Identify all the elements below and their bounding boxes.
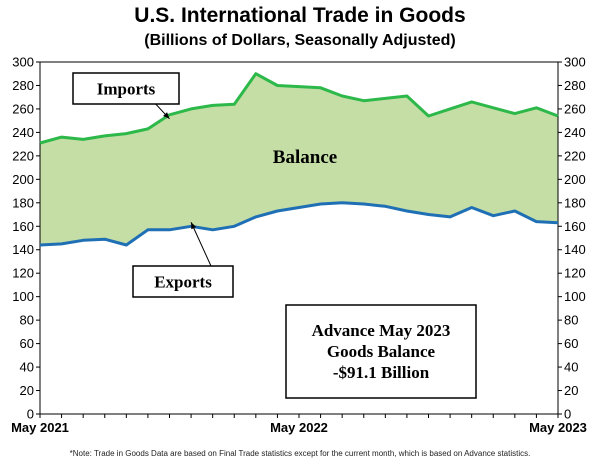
advance-summary-line: Goods Balance — [327, 342, 436, 361]
exports-leader-line — [190, 222, 212, 267]
y-tick-label-right: 0 — [564, 407, 571, 422]
y-tick-label-left: 300 — [12, 55, 34, 70]
y-tick-label-left: 200 — [12, 172, 34, 187]
y-tick-label-right: 220 — [564, 148, 586, 163]
chart-subtitle: (Billions of Dollars, Seasonally Adjuste… — [144, 32, 456, 49]
y-tick-label-left: 180 — [12, 195, 34, 210]
y-tick-label-right: 280 — [564, 78, 586, 93]
imports-line — [39, 72, 559, 145]
y-tick-label-left: 280 — [12, 78, 34, 93]
y-tick-label-right: 20 — [564, 383, 578, 398]
advance-summary-line: -$91.1 Billion — [333, 363, 430, 382]
y-tick-label-right: 260 — [564, 101, 586, 116]
y-tick-label-right: 160 — [564, 219, 586, 234]
series-layer — [39, 72, 559, 247]
imports-label: Imports — [97, 80, 156, 99]
x-tick-label: May 2023 — [529, 420, 587, 435]
y-tick-label-right: 100 — [564, 289, 586, 304]
y-tick-label-left: 240 — [12, 125, 34, 140]
x-tick-label: May 2021 — [11, 420, 69, 435]
annotation-layer: Imports Exports Balance Advance May 2023 Goo… — [72, 72, 477, 399]
y-tick-label-left: 220 — [12, 148, 34, 163]
y-tick-label-right: 300 — [564, 55, 586, 70]
footnote: *Note: Trade in Goods Data are based on … — [69, 449, 531, 458]
exports-label: Exports — [154, 273, 212, 292]
exports-label-box — [132, 265, 234, 298]
y-tick-label-left: 20 — [20, 383, 34, 398]
imports-arrowhead — [163, 112, 170, 119]
advance-summary-box — [285, 304, 477, 399]
chart-title: U.S. International Trade in Goods — [134, 4, 466, 27]
axes-layer: 0 0 20 20 40 40 60 60 80 80 100 100 120 120 140 140 160 1… — [11, 55, 587, 436]
y-tick-label-left: 140 — [12, 242, 34, 257]
y-tick-label-left: 60 — [20, 336, 34, 351]
y-tick-label-right: 80 — [564, 313, 578, 328]
y-tick-label-left: 260 — [12, 101, 34, 116]
y-tick-label-left: 80 — [20, 313, 34, 328]
balance-label: Balance — [273, 147, 337, 168]
y-tick-label-left: 100 — [12, 289, 34, 304]
advance-summary-line: Advance May 2023 — [312, 321, 451, 340]
y-tick-label-left: 160 — [12, 219, 34, 234]
exports-arrowhead — [191, 222, 197, 230]
y-tick-label-right: 240 — [564, 125, 586, 140]
y-tick-label-right: 200 — [564, 172, 586, 187]
y-tick-label-right: 120 — [564, 266, 586, 281]
exports-line — [39, 201, 559, 247]
y-tick-label-left: 120 — [12, 266, 34, 281]
y-tick-label-right: 60 — [564, 336, 578, 351]
y-tick-label-left: 0 — [27, 407, 34, 422]
y-tick-label-right: 180 — [564, 195, 586, 210]
imports-label-box — [72, 72, 180, 105]
y-tick-label-right: 140 — [564, 242, 586, 257]
y-tick-label-right: 40 — [564, 360, 578, 375]
y-tick-label-left: 40 — [20, 360, 34, 375]
x-tick-label: May 2022 — [270, 420, 328, 435]
